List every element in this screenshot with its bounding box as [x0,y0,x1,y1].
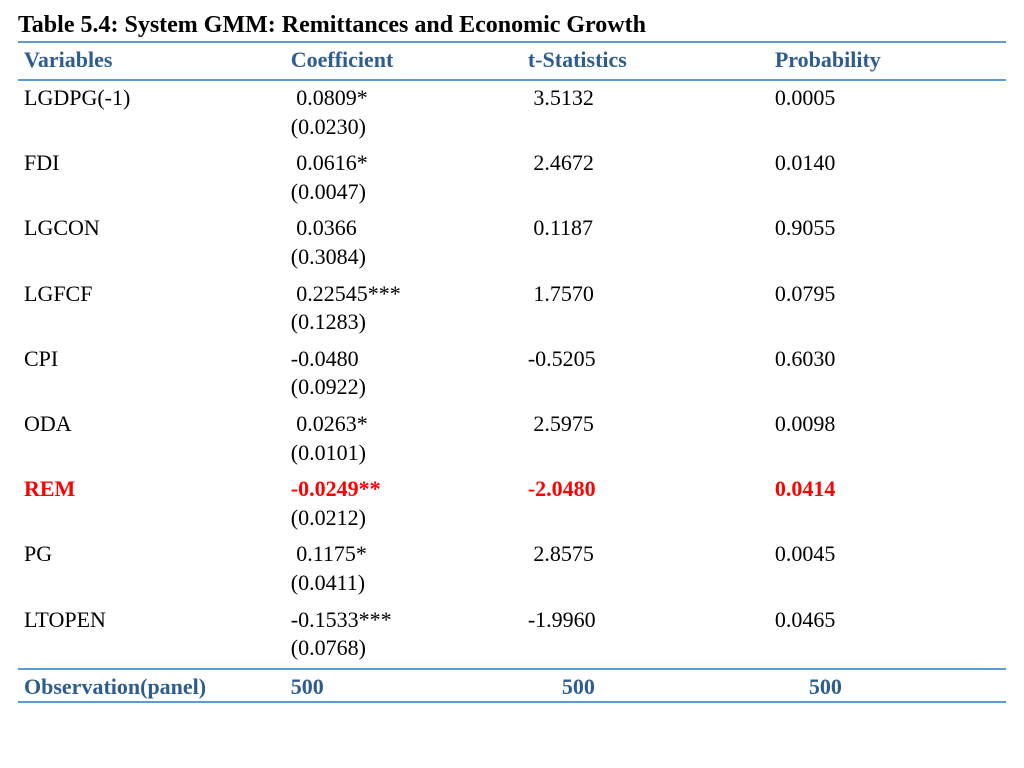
cell-coefficient: -0.1533*** [285,603,522,635]
col-header-variables: Variables [18,42,285,80]
cell-coefficient: 0.1175* [285,537,522,569]
cell-coefficient: 0.0366 [285,211,522,243]
table-row-se: (0.0101) [18,439,1006,473]
col-header-probability: Probability [769,42,1006,80]
cell-tstat: 3.5132 [522,80,769,113]
cell-variable: LGDPG(-1) [18,80,285,113]
table-row: REM-0.0249**-2.04800.0414 [18,472,1006,504]
cell-tstat: 2.5975 [522,407,769,439]
header-row: Variables Coefficient t-Statistics Proba… [18,42,1006,80]
table-row-se: (0.0922) [18,373,1006,407]
cell-variable: CPI [18,342,285,374]
cell-probability: 0.6030 [769,342,1006,374]
cell-probability: 0.0140 [769,146,1006,178]
cell-standard-error: (0.0922) [285,373,522,407]
cell-variable: LGCON [18,211,285,243]
cell-standard-error: (0.0047) [285,178,522,212]
cell-probability: 0.0465 [769,603,1006,635]
cell-variable: ODA [18,407,285,439]
cell-variable: FDI [18,146,285,178]
table-row: FDI 0.0616* 2.46720.0140 [18,146,1006,178]
cell-probability: 0.9055 [769,211,1006,243]
cell-tstat: 1.7570 [522,277,769,309]
table-row-se: (0.0411) [18,569,1006,603]
cell-coefficient: -0.0249** [285,472,522,504]
cell-probability: 0.0098 [769,407,1006,439]
table-row-se: (0.0212) [18,504,1006,538]
table-row-se: (0.0768) [18,634,1006,669]
cell-probability: 0.0045 [769,537,1006,569]
table-row: LGDPG(-1) 0.0809* 3.51320.0005 [18,80,1006,113]
cell-variable: LGFCF [18,277,285,309]
cell-standard-error: (0.0230) [285,113,522,147]
cell-tstat: -2.0480 [522,472,769,504]
col-header-tstat: t-Statistics [522,42,769,80]
cell-standard-error: (0.0212) [285,504,522,538]
footer-value: 500 [285,669,522,703]
col-header-coefficient: Coefficient [285,42,522,80]
cell-variable: REM [18,472,285,504]
footer-value: 500 [522,669,769,703]
table-row: PG 0.1175* 2.85750.0045 [18,537,1006,569]
footer-value: 500 [769,669,1006,703]
cell-standard-error: (0.1283) [285,308,522,342]
cell-probability: 0.0414 [769,472,1006,504]
table-row-se: (0.0047) [18,178,1006,212]
table-row: LGCON 0.0366 0.11870.9055 [18,211,1006,243]
cell-standard-error: (0.0768) [285,634,522,669]
table-row-se: (0.3084) [18,243,1006,277]
cell-coefficient: 0.0616* [285,146,522,178]
table-row: ODA 0.0263* 2.59750.0098 [18,407,1006,439]
cell-tstat: 0.1187 [522,211,769,243]
cell-probability: 0.0795 [769,277,1006,309]
cell-coefficient: -0.0480 [285,342,522,374]
cell-coefficient: 0.22545*** [285,277,522,309]
footer-row: Observation(panel) 500 500 500 [18,669,1006,703]
table-body: LGDPG(-1) 0.0809* 3.51320.0005(0.0230)FD… [18,80,1006,669]
cell-standard-error: (0.0101) [285,439,522,473]
table-row-se: (0.0230) [18,113,1006,147]
table-row: LTOPEN-0.1533***-1.99600.0465 [18,603,1006,635]
gmm-table: Variables Coefficient t-Statistics Proba… [18,41,1006,703]
cell-coefficient: 0.0809* [285,80,522,113]
cell-standard-error: (0.3084) [285,243,522,277]
table-row-se: (0.1283) [18,308,1006,342]
table-row: CPI-0.0480-0.52050.6030 [18,342,1006,374]
cell-standard-error: (0.0411) [285,569,522,603]
cell-coefficient: 0.0263* [285,407,522,439]
footer-label: Observation(panel) [18,669,285,703]
cell-variable: PG [18,537,285,569]
cell-tstat: -1.9960 [522,603,769,635]
cell-probability: 0.0005 [769,80,1006,113]
table-row: LGFCF 0.22545*** 1.75700.0795 [18,277,1006,309]
cell-tstat: 2.4672 [522,146,769,178]
table-title: Table 5.4: System GMM: Remittances and E… [18,12,1006,39]
cell-variable: LTOPEN [18,603,285,635]
cell-tstat: 2.8575 [522,537,769,569]
cell-tstat: -0.5205 [522,342,769,374]
